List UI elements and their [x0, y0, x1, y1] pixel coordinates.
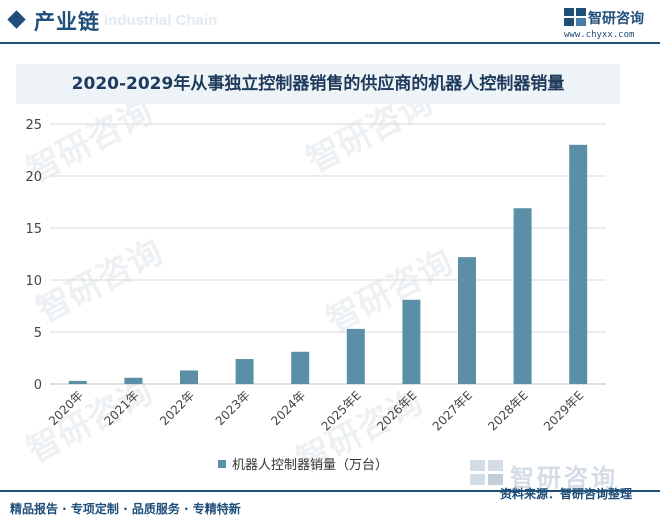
bar: [291, 351, 310, 384]
x-tick-label: 2021年: [102, 388, 142, 428]
bar: [458, 257, 476, 384]
bar: [68, 380, 87, 384]
y-tick-label: 5: [34, 326, 42, 341]
chart-title-box: 2020-2029年从事独立控制器销售的供应商的机器人控制器销量: [16, 64, 620, 104]
footer-slogan: 精品报告 · 专项定制 · 品质服务 · 专精特新: [10, 502, 241, 516]
y-tick-label: 10: [25, 274, 42, 289]
x-tick-label: 2020年: [46, 388, 86, 428]
y-tick-label: 20: [25, 170, 42, 185]
section-watermark: Industrial Chain: [104, 12, 218, 29]
x-tick-label: 2029年E: [541, 388, 586, 433]
bar: [402, 299, 421, 384]
bar: [346, 328, 365, 384]
section-header: 产业链 Industrial Chain 智研咨询 www.chyxx.com: [0, 0, 660, 44]
x-tick-label: 2023年: [213, 388, 253, 428]
footer-brand-name: 智研咨询: [510, 464, 618, 492]
legend-swatch: [218, 460, 226, 468]
bar: [569, 144, 588, 384]
diamond-icon: [7, 10, 26, 29]
chart-title: 2020-2029年从事独立控制器销售的供应商的机器人控制器销量: [71, 74, 565, 94]
footer-brand-logo-icon: [470, 460, 503, 485]
brand-name: 智研咨询: [588, 11, 644, 27]
footer-rule: [0, 490, 660, 492]
x-tick-label: 2028年E: [485, 388, 530, 433]
y-tick-label: 25: [25, 118, 42, 133]
section-title: 产业链: [34, 10, 100, 34]
footer-brand: 智研咨询: [470, 458, 660, 492]
x-tick-label: 2027年E: [430, 388, 475, 433]
legend-label: 机器人控制器销量（万台）: [232, 458, 388, 473]
brand-block: 智研咨询 www.chyxx.com: [560, 6, 660, 42]
header-rule: [0, 42, 660, 44]
x-tick-label: 2022年: [157, 388, 197, 428]
bar: [513, 208, 532, 384]
y-tick-label: 15: [25, 222, 42, 237]
brand-url: www.chyxx.com: [564, 30, 635, 40]
bar: [124, 377, 143, 384]
data-source: 资料来源：智研咨询整理: [500, 487, 633, 501]
x-tick-label: 2025年E: [319, 388, 364, 433]
x-tick-label: 2024年: [268, 388, 308, 428]
bar: [235, 359, 254, 384]
bar: [180, 370, 198, 384]
y-tick-label: 0: [34, 378, 42, 393]
bar-chart: 0 5 10 15 20 25 2020年 2021年 2022年 2023年 2024年 2025年…: [25, 118, 606, 473]
brand-logo-icon: [564, 8, 586, 26]
x-tick-label: 2026年E: [374, 388, 419, 433]
